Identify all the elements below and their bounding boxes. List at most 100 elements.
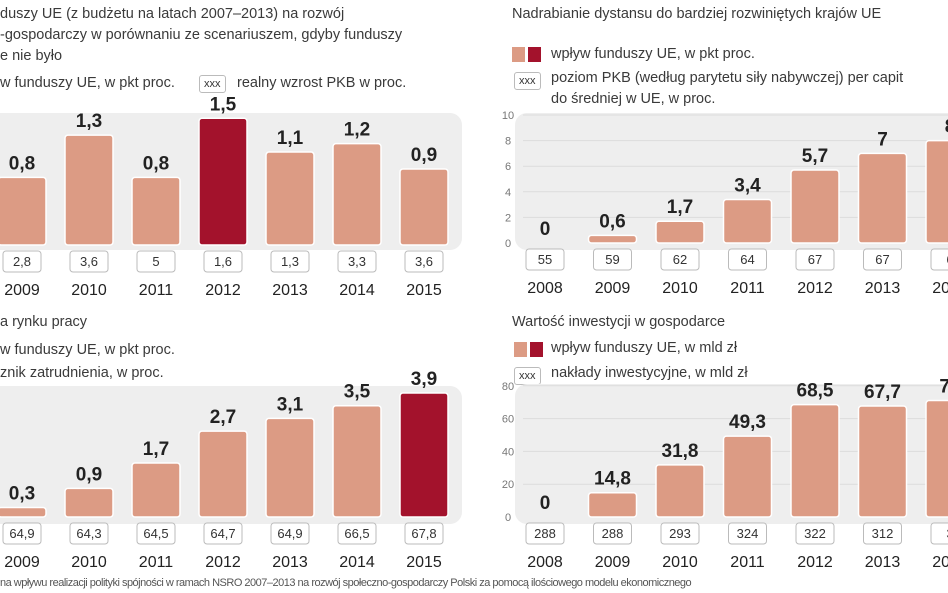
top-left-legend-box: realny wzrost PKB w proc.: [237, 75, 407, 91]
bottom_right-box-label-frame: [593, 522, 632, 545]
bottom-left-legend-box: znik zatrudnienia, w proc.: [0, 365, 164, 381]
top_left-box-label-frame: [2, 250, 42, 273]
top_right-bar: [925, 139, 948, 244]
top_right-y-tick-label: 4: [505, 187, 511, 199]
bottom_right-y-tick-label: 80: [502, 381, 514, 393]
bottom_left-bar: [64, 487, 114, 518]
bottom-right-legend-bar: wpływ funduszy UE, w mld zł: [551, 340, 738, 356]
top_right-box-label-frame: [525, 248, 565, 271]
bottom_right-box-label: 322: [804, 526, 826, 541]
bottom-left-title: a rynku pracy: [0, 314, 88, 330]
top_left-bar: [399, 168, 449, 246]
top_right-y-tick-label: 2: [505, 212, 511, 224]
top_right-year-label: 2014: [932, 280, 948, 297]
bottom_left-year-label: 2014: [339, 554, 375, 571]
top_right-y-tick-label: 0: [505, 238, 511, 250]
top-right-legend-box-sample: xxx: [514, 72, 541, 90]
top_left-bar: [131, 176, 181, 246]
top_right-value-label: 5,7: [802, 146, 828, 167]
bottom-right-title: Wartość inwestycji w gospodarce: [512, 314, 726, 330]
bottom_left-year-label: 2010: [71, 554, 107, 571]
top_left-box-label-frame: [404, 250, 444, 273]
top_left-box-label: 2,8: [13, 254, 31, 269]
top_left-box-label: 1,6: [214, 254, 232, 269]
bottom_left-year-label: 2009: [4, 554, 40, 571]
bottom_right-value-label: 71: [939, 377, 948, 398]
top_right-bar: [655, 220, 705, 244]
bottom_left-box-label-frame: [2, 522, 42, 545]
bottom_left-box-label: 67,8: [411, 526, 436, 541]
bottom_right-box-label: 312: [872, 526, 894, 541]
top_right-value-label: 0,6: [599, 211, 625, 232]
bottom_right-box-label: 3: [946, 526, 948, 541]
top-left-title-line-2: -gospodarczy w porównaniu ze scenariusze…: [0, 27, 403, 43]
top_left-year-label: 2009: [4, 282, 40, 299]
bottom_left-bar: [265, 417, 315, 518]
bottom-right-legend-box-sample: xxx: [514, 367, 541, 385]
top_right-value-label: 8: [945, 117, 948, 138]
top_left-bar: [0, 176, 47, 246]
bottom_left-box-label-frame: [270, 522, 310, 545]
top_right-box-label: 55: [538, 252, 552, 267]
top_right-box-label: 62: [673, 252, 687, 267]
top_right-bar: [790, 169, 840, 244]
bottom_left-box-label-frame: [404, 522, 444, 545]
bottom_right-value-label: 0: [540, 493, 551, 514]
legend-swatch-dark: [530, 342, 543, 357]
top_right-plot-panel: [515, 113, 948, 250]
bottom_right-year-label: 2011: [730, 554, 765, 571]
top_right-bar: [722, 198, 773, 244]
top_left-box-label-frame: [203, 250, 243, 273]
bottom-left-legend-bar: w funduszy UE, w pkt proc.: [0, 342, 175, 358]
bottom_right-year-label: 2009: [595, 554, 631, 571]
top-left-legend-bar: w funduszy UE, w pkt proc.: [0, 75, 175, 91]
bottom_right-box-label-frame: [930, 522, 948, 545]
bottom_left-value-label: 3,9: [411, 369, 437, 390]
top_right-year-label: 2013: [865, 280, 901, 297]
top_right-box-label-frame: [795, 248, 835, 271]
top_right-year-label: 2010: [662, 280, 698, 297]
top_left-value-label: 1,1: [277, 128, 304, 149]
bottom_right-value-label: 67,7: [864, 382, 901, 403]
bottom_right-bar: [925, 399, 948, 518]
top_right-box-label: 6: [946, 252, 948, 267]
top-right-legend-box-line-1: poziom PKB (według parytetu siły nabywcz…: [551, 70, 904, 86]
bottom_left-box-label-frame: [203, 522, 243, 545]
bottom_right-year-label: 2014: [932, 554, 948, 571]
top_right-value-label: 7: [877, 129, 888, 150]
bottom_left-box-label-frame: [136, 522, 176, 545]
bottom_left-value-label: 0,9: [76, 464, 102, 485]
top_left-bar: [332, 142, 382, 246]
top-right-title: Nadrabianie dystansu do bardziej rozwini…: [512, 6, 882, 22]
bottom_right-year-label: 2012: [797, 554, 833, 571]
top_right-y-tick-label: 6: [505, 161, 511, 173]
bottom_left-bar: [399, 392, 449, 518]
bottom_left-box-label: 66,5: [344, 526, 369, 541]
top_left-box-label: 3,3: [348, 254, 366, 269]
top_left-year-label: 2011: [139, 282, 174, 299]
bottom_right-box-label: 293: [669, 526, 691, 541]
top_left-value-label: 0,8: [9, 153, 35, 174]
bottom_right-bar: [857, 405, 908, 518]
bottom_left-year-label: 2011: [139, 554, 174, 571]
bottom_left-box-label: 64,5: [143, 526, 168, 541]
top_left-box-label: 3,6: [415, 254, 433, 269]
bottom_left-bar: [0, 506, 47, 518]
top_left-box-label-frame: [270, 250, 310, 273]
top-left-legend-box-sample: xxx: [199, 75, 226, 93]
bottom_left-box-label-frame: [337, 522, 377, 545]
top_right-value-label: 0: [540, 219, 551, 240]
bottom_left-box-label: 64,9: [9, 526, 34, 541]
bottom_right-year-label: 2010: [662, 554, 698, 571]
top_right-year-label: 2009: [595, 280, 631, 297]
top_left-value-label: 1,2: [344, 120, 370, 141]
top-left-title-line-3: e nie było: [0, 48, 63, 64]
bottom_left-year-label: 2012: [205, 554, 241, 571]
bottom_right-year-label: 2013: [865, 554, 901, 571]
top_right-bar: [587, 234, 638, 244]
top_left-year-label: 2014: [339, 282, 375, 299]
top_right-box-label: 67: [808, 252, 822, 267]
top_left-bar: [64, 134, 114, 246]
top_left-box-label: 1,3: [281, 254, 299, 269]
top_right-year-label: 2008: [527, 280, 563, 297]
